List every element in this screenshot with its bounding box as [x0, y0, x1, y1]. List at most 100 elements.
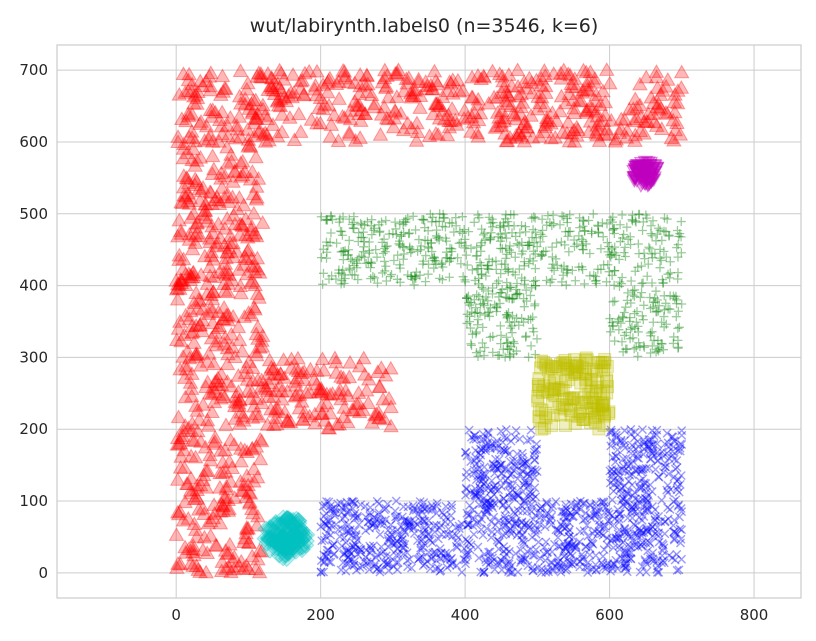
data-point	[591, 133, 608, 147]
data-point	[347, 133, 364, 147]
data-point	[188, 558, 205, 573]
data-point	[180, 175, 197, 190]
data-point	[322, 247, 332, 257]
data-point	[314, 351, 331, 365]
data-point	[649, 335, 659, 345]
data-point	[224, 460, 241, 474]
data-point	[177, 85, 194, 99]
data-point	[459, 225, 469, 235]
data-point	[611, 250, 621, 260]
data-point	[241, 101, 258, 115]
data-point	[502, 278, 512, 288]
data-point	[227, 130, 244, 145]
data-point	[237, 365, 254, 380]
data-point	[547, 274, 557, 284]
y-tick-label: 300	[19, 348, 48, 366]
data-point	[217, 255, 234, 270]
data-point	[428, 125, 444, 140]
data-point	[203, 287, 220, 302]
data-point	[185, 558, 201, 572]
data-point	[257, 378, 273, 393]
data-point	[348, 223, 358, 233]
data-point	[187, 133, 203, 148]
data-point	[176, 460, 193, 474]
data-point	[379, 234, 389, 244]
data-point	[475, 68, 492, 83]
data-point	[466, 297, 476, 307]
data-point	[547, 263, 557, 273]
data-point	[621, 101, 638, 116]
data-point	[349, 223, 359, 233]
data-point	[353, 275, 363, 285]
data-point	[271, 80, 288, 95]
data-point	[419, 214, 429, 224]
data-point	[218, 417, 234, 432]
data-point	[326, 107, 342, 122]
data-point	[360, 76, 376, 91]
data-point	[608, 212, 618, 222]
data-point	[246, 461, 262, 476]
data-point	[208, 538, 225, 552]
data-point	[245, 505, 261, 520]
data-point	[319, 84, 336, 99]
data-point	[254, 328, 271, 342]
data-point	[248, 228, 265, 243]
data-point	[168, 272, 185, 287]
data-point	[472, 264, 482, 274]
data-point	[562, 218, 572, 228]
data-point	[232, 227, 248, 241]
data-point	[315, 76, 331, 91]
data-point	[423, 269, 433, 279]
data-point	[245, 186, 262, 201]
data-point	[619, 330, 629, 340]
data-point	[313, 398, 330, 412]
data-point	[529, 327, 539, 337]
data-point	[244, 218, 260, 233]
series-0	[168, 62, 690, 579]
data-point	[246, 264, 263, 278]
data-point	[341, 126, 358, 141]
data-point	[264, 80, 280, 95]
data-point	[202, 447, 218, 462]
data-point	[269, 128, 286, 143]
data-point	[200, 131, 217, 146]
data-point	[634, 249, 644, 259]
data-point	[579, 372, 593, 386]
data-point	[510, 270, 520, 280]
data-point	[247, 111, 264, 125]
data-point	[356, 232, 366, 242]
data-point	[232, 155, 249, 170]
data-point	[408, 211, 418, 221]
data-point	[237, 164, 253, 179]
data-point	[636, 114, 653, 128]
data-point	[202, 102, 219, 117]
data-point	[259, 111, 276, 126]
data-point	[177, 539, 193, 554]
data-point	[547, 242, 557, 252]
data-point	[183, 381, 200, 395]
data-point	[419, 215, 429, 225]
data-point	[353, 237, 363, 247]
data-point	[491, 109, 507, 124]
data-point	[478, 299, 488, 309]
data-point	[669, 332, 679, 342]
data-point	[215, 497, 232, 512]
data-point	[666, 132, 682, 147]
data-point	[614, 254, 624, 264]
data-point	[185, 264, 202, 279]
data-point	[211, 264, 228, 278]
data-point	[380, 244, 390, 254]
data-point	[199, 286, 215, 301]
data-point	[486, 232, 496, 242]
data-point	[496, 110, 513, 125]
data-point	[409, 115, 425, 130]
data-point	[560, 114, 577, 129]
data-point	[659, 291, 669, 301]
data-point	[438, 213, 448, 223]
data-point	[427, 254, 437, 264]
data-point	[202, 513, 219, 528]
data-point	[517, 113, 533, 128]
data-point	[237, 211, 254, 225]
data-point	[381, 242, 391, 252]
data-point	[463, 291, 473, 301]
